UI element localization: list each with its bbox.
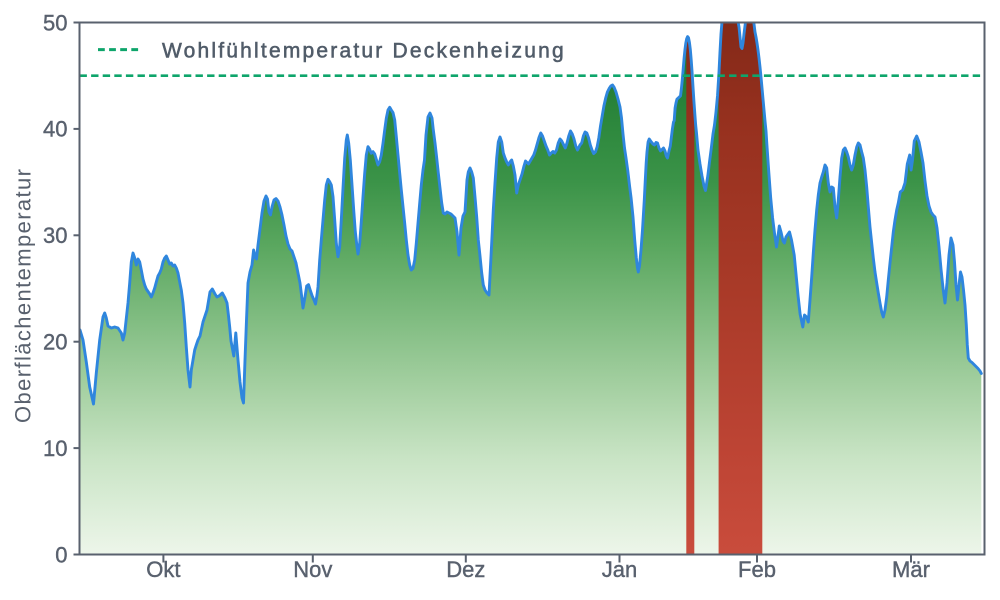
svg-text:Feb: Feb (738, 557, 776, 582)
svg-text:Oberflächentemperatur: Oberflächentemperatur (11, 169, 36, 423)
svg-text:Okt: Okt (146, 557, 180, 582)
svg-text:Mär: Mär (892, 557, 930, 582)
svg-text:40: 40 (43, 117, 67, 142)
svg-text:10: 10 (43, 436, 67, 461)
svg-text:0: 0 (55, 542, 67, 567)
svg-text:Wohlfühltemperatur Deckenheizu: Wohlfühltemperatur Deckenheizung (162, 39, 566, 62)
svg-text:Jan: Jan (602, 557, 637, 582)
svg-text:30: 30 (43, 223, 67, 248)
svg-text:Nov: Nov (293, 557, 332, 582)
svg-text:50: 50 (43, 10, 67, 35)
svg-text:Dez: Dez (446, 557, 485, 582)
svg-text:20: 20 (43, 330, 67, 355)
